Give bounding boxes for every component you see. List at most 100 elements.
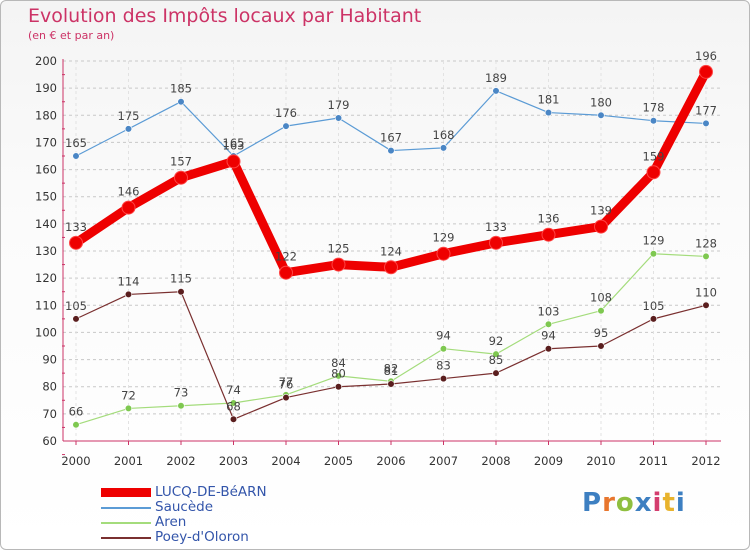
x-tick-label: 2005 [324, 454, 353, 468]
y-tick-label: 120 [35, 271, 57, 285]
x-tick-label: 2009 [534, 454, 563, 468]
data-point [124, 125, 133, 133]
data-point [334, 372, 343, 380]
x-tick-label: 2002 [166, 454, 195, 468]
data-label: 165 [65, 136, 87, 150]
data-point [282, 393, 290, 402]
y-tick-label: 200 [35, 54, 57, 68]
legend-swatch [101, 522, 151, 524]
data-point [594, 219, 608, 234]
data-point [72, 421, 80, 429]
data-label: 95 [594, 326, 609, 340]
data-label: 133 [65, 220, 87, 234]
y-tick-label: 160 [35, 163, 57, 177]
data-label: 124 [380, 244, 402, 258]
data-point [121, 200, 136, 215]
x-tick-label: 2001 [114, 454, 143, 468]
data-point [72, 315, 80, 323]
data-label: 110 [695, 285, 717, 299]
data-point [226, 154, 241, 169]
brand-letter: o [615, 488, 635, 518]
data-label: 176 [275, 106, 297, 120]
y-tick-label: 70 [42, 407, 57, 421]
data-label: 77 [279, 375, 294, 389]
data-label: 159 [643, 149, 665, 163]
chart-title: Evolution des Impôts locaux par Habitant [28, 5, 422, 27]
data-point [544, 320, 553, 328]
data-label: 76 [279, 378, 294, 392]
legend-swatch [101, 488, 151, 497]
x-tick-label: 2003 [219, 454, 248, 468]
data-point [544, 345, 553, 353]
data-label: 196 [695, 49, 717, 63]
data-label: 133 [485, 220, 507, 234]
data-label: 185 [170, 82, 192, 96]
data-label: 72 [121, 388, 136, 402]
data-label: 68 [226, 399, 241, 413]
brand-letter: r [602, 488, 616, 518]
x-tick-label: 2000 [61, 454, 90, 468]
data-point [699, 64, 713, 79]
data-label: 178 [643, 101, 665, 115]
x-tick-label: 2010 [586, 454, 615, 468]
data-point [334, 383, 343, 391]
data-label: 83 [436, 359, 451, 373]
data-point [492, 350, 500, 358]
data-point [646, 165, 661, 180]
data-label: 165 [223, 136, 245, 150]
data-label: 66 [69, 405, 84, 419]
data-label: 146 [118, 185, 140, 199]
data-point [597, 307, 605, 315]
data-point [177, 402, 185, 410]
legend-label: Saucède [155, 499, 214, 515]
data-point [72, 152, 80, 160]
data-label: 84 [331, 356, 346, 370]
data-label: 129 [433, 231, 455, 245]
data-label: 163 [223, 138, 245, 152]
brand-logo: Proxiti [582, 488, 686, 518]
x-tick-label: 2006 [376, 454, 405, 468]
data-point [492, 87, 500, 95]
data-point [597, 111, 605, 119]
data-label: 74 [226, 383, 241, 397]
data-label: 129 [643, 234, 665, 248]
data-point [492, 369, 500, 377]
y-tick-label: 110 [35, 298, 57, 312]
x-tick-label: 2007 [429, 454, 458, 468]
data-point [649, 315, 658, 323]
data-label: 167 [380, 131, 402, 145]
data-label: 139 [590, 204, 612, 218]
data-label: 105 [65, 299, 87, 313]
data-point [69, 235, 83, 250]
data-point [229, 415, 238, 423]
data-label: 114 [118, 274, 140, 288]
grid-lines [63, 60, 721, 441]
data-point [124, 290, 133, 299]
data-point [541, 227, 556, 242]
data-label: 115 [170, 272, 192, 286]
data-point [649, 117, 658, 125]
data-label: 80 [331, 367, 346, 381]
data-point [436, 246, 451, 261]
y-tick-label: 100 [35, 325, 57, 339]
axes: 60 70 80 90 100 110 120 130 140 150 160 170 180 190 20… [35, 54, 721, 468]
data-label: 85 [489, 353, 504, 367]
data-point [439, 345, 448, 353]
data-point [702, 252, 710, 261]
data-point [124, 404, 133, 413]
data-point [384, 260, 398, 275]
data-label: 128 [695, 236, 717, 250]
x-tick-label: 2011 [639, 454, 668, 468]
brand-letter: t [662, 488, 676, 518]
data-label: 180 [590, 95, 612, 109]
data-point [334, 114, 343, 122]
data-label: 168 [433, 128, 455, 142]
y-tick-label: 190 [35, 81, 57, 95]
legend-label: Aren [155, 514, 187, 530]
legend-label: Poey-d'Oloron [155, 529, 249, 545]
data-point [177, 288, 185, 296]
x-tick-label: 2012 [691, 454, 720, 468]
y-tick-label: 180 [35, 108, 57, 122]
brand-letter: x [634, 488, 653, 518]
